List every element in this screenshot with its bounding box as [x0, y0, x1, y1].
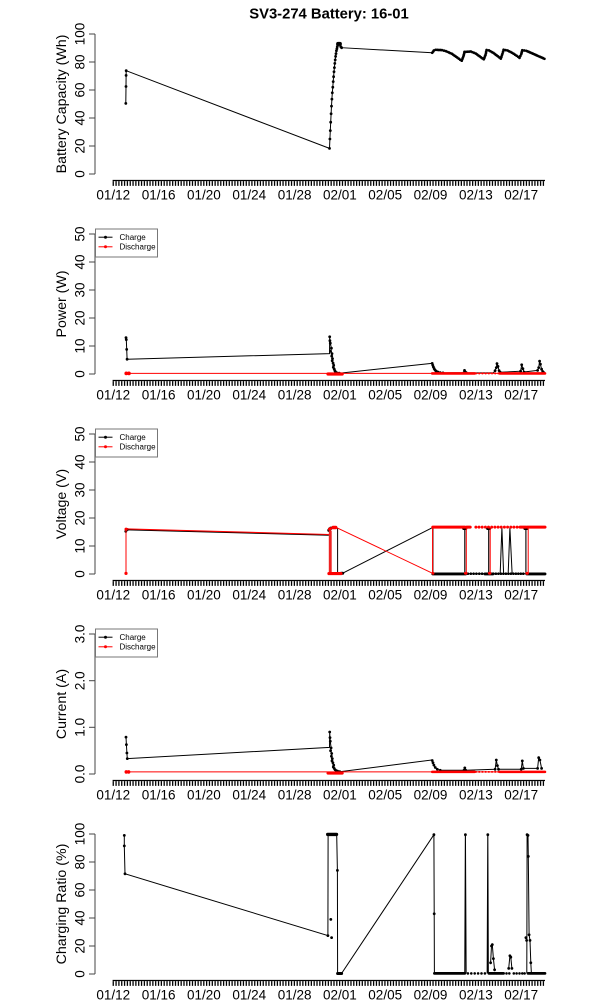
svg-text:01/24: 01/24 [232, 787, 266, 802]
svg-text:02/05: 02/05 [368, 187, 402, 202]
svg-text:02/13: 02/13 [459, 987, 493, 1000]
svg-text:1.0: 1.0 [72, 718, 87, 737]
svg-text:Discharge: Discharge [120, 443, 157, 452]
svg-text:01/12: 01/12 [96, 387, 130, 402]
svg-text:Discharge: Discharge [120, 243, 157, 252]
svg-text:01/16: 01/16 [142, 587, 176, 602]
svg-text:40: 40 [72, 454, 87, 469]
svg-text:02/09: 02/09 [414, 587, 448, 602]
svg-text:01/24: 01/24 [232, 187, 266, 202]
svg-text:Voltage (V): Voltage (V) [54, 469, 70, 539]
svg-text:Charge: Charge [120, 433, 147, 442]
svg-text:01/20: 01/20 [187, 587, 221, 602]
svg-text:02/17: 02/17 [504, 987, 538, 1000]
svg-text:40: 40 [72, 910, 87, 925]
svg-text:02/13: 02/13 [459, 587, 493, 602]
svg-text:01/12: 01/12 [96, 787, 130, 802]
svg-text:02/13: 02/13 [459, 387, 493, 402]
svg-text:100: 100 [72, 823, 87, 846]
svg-text:30: 30 [72, 282, 87, 297]
svg-text:60: 60 [72, 82, 87, 97]
svg-text:02/09: 02/09 [414, 187, 448, 202]
svg-text:50: 50 [72, 426, 87, 441]
svg-text:02/05: 02/05 [368, 587, 402, 602]
svg-text:02/01: 02/01 [323, 987, 357, 1000]
svg-text:100: 100 [72, 23, 87, 46]
svg-text:01/16: 01/16 [142, 787, 176, 802]
svg-text:02/13: 02/13 [459, 787, 493, 802]
svg-text:Discharge: Discharge [120, 643, 157, 652]
svg-text:0: 0 [72, 170, 87, 178]
svg-text:01/12: 01/12 [96, 187, 130, 202]
svg-text:Charging Ratio (%): Charging Ratio (%) [54, 844, 70, 965]
svg-text:01/20: 01/20 [187, 187, 221, 202]
svg-text:0: 0 [72, 970, 87, 978]
svg-text:10: 10 [72, 338, 87, 353]
svg-text:60: 60 [72, 882, 87, 897]
svg-text:10: 10 [72, 538, 87, 553]
svg-text:01/20: 01/20 [187, 387, 221, 402]
svg-text:01/20: 01/20 [187, 987, 221, 1000]
svg-text:01/28: 01/28 [278, 387, 312, 402]
svg-text:01/28: 01/28 [278, 787, 312, 802]
svg-text:02/01: 02/01 [323, 587, 357, 602]
svg-text:01/24: 01/24 [232, 387, 266, 402]
svg-text:01/16: 01/16 [142, 187, 176, 202]
svg-text:02/09: 02/09 [414, 387, 448, 402]
svg-text:40: 40 [72, 254, 87, 269]
svg-text:02/05: 02/05 [368, 387, 402, 402]
svg-text:02/01: 02/01 [323, 787, 357, 802]
svg-text:Power (W): Power (W) [54, 271, 70, 338]
svg-text:01/24: 01/24 [232, 587, 266, 602]
svg-text:Charge: Charge [120, 233, 147, 242]
svg-text:50: 50 [72, 226, 87, 241]
svg-text:20: 20 [72, 138, 87, 153]
svg-text:02/17: 02/17 [504, 587, 538, 602]
svg-text:01/12: 01/12 [96, 987, 130, 1000]
svg-text:80: 80 [72, 854, 87, 869]
svg-text:40: 40 [72, 110, 87, 125]
svg-text:2.0: 2.0 [72, 671, 87, 690]
svg-text:Current (A): Current (A) [54, 669, 70, 739]
svg-text:02/05: 02/05 [368, 987, 402, 1000]
svg-text:02/05: 02/05 [368, 787, 402, 802]
svg-text:01/24: 01/24 [232, 987, 266, 1000]
svg-text:02/09: 02/09 [414, 987, 448, 1000]
svg-text:01/16: 01/16 [142, 987, 176, 1000]
svg-text:01/28: 01/28 [278, 187, 312, 202]
svg-text:02/17: 02/17 [504, 387, 538, 402]
svg-text:20: 20 [72, 938, 87, 953]
svg-text:SV3-274 Battery: 16-01: SV3-274 Battery: 16-01 [249, 7, 409, 23]
svg-text:02/13: 02/13 [459, 187, 493, 202]
svg-text:3.0: 3.0 [72, 625, 87, 644]
svg-text:02/01: 02/01 [323, 387, 357, 402]
svg-text:01/28: 01/28 [278, 987, 312, 1000]
svg-text:01/20: 01/20 [187, 787, 221, 802]
svg-text:01/16: 01/16 [142, 387, 176, 402]
svg-text:0.0: 0.0 [72, 765, 87, 784]
svg-text:20: 20 [72, 310, 87, 325]
svg-text:80: 80 [72, 54, 87, 69]
svg-text:01/12: 01/12 [96, 587, 130, 602]
svg-text:02/01: 02/01 [323, 187, 357, 202]
svg-text:02/09: 02/09 [414, 787, 448, 802]
svg-text:0: 0 [72, 370, 87, 378]
svg-text:01/28: 01/28 [278, 587, 312, 602]
svg-text:30: 30 [72, 482, 87, 497]
svg-text:0: 0 [72, 570, 87, 578]
svg-text:02/17: 02/17 [504, 187, 538, 202]
svg-text:02/17: 02/17 [504, 787, 538, 802]
svg-text:Battery Capacity (Wh): Battery Capacity (Wh) [54, 35, 70, 174]
svg-text:Charge: Charge [120, 633, 147, 642]
svg-text:20: 20 [72, 510, 87, 525]
